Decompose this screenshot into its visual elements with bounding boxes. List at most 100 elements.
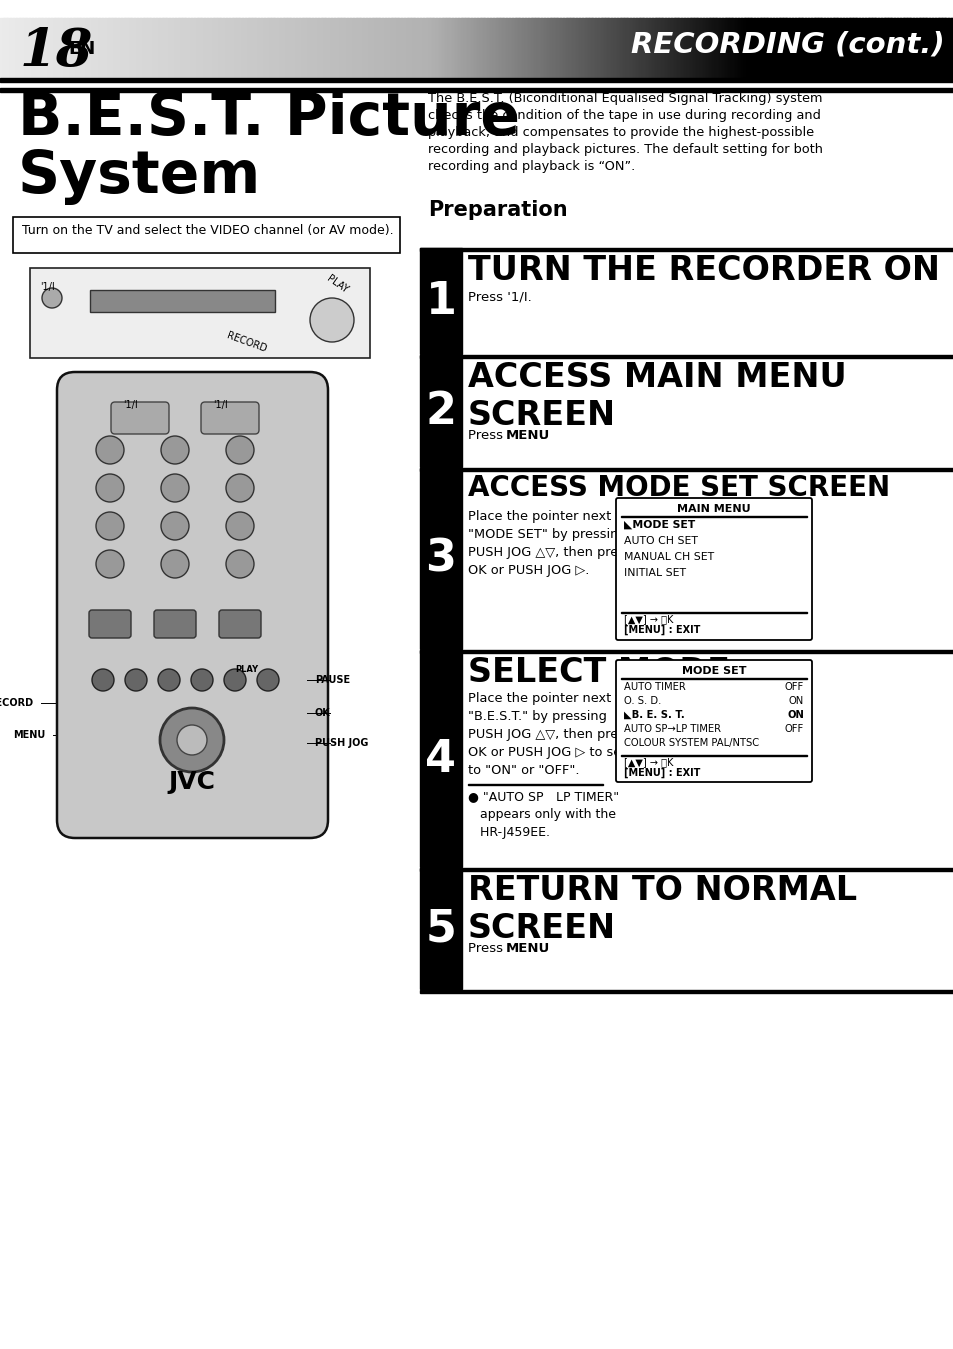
Text: ACCESS MAIN MENU
SCREEN: ACCESS MAIN MENU SCREEN [468,362,846,432]
Bar [226,18,231,78]
Bar [312,18,316,78]
Bar [498,18,503,78]
Bar [861,18,865,78]
Bar [426,18,431,78]
Bar [908,18,913,78]
Bar [51,18,55,78]
Bar [207,18,212,78]
Bar [419,355,461,467]
Bar [86,18,91,78]
Bar [188,18,193,78]
Bar [127,18,132,78]
Text: MODE SET: MODE SET [681,666,745,676]
Circle shape [191,669,213,691]
Bar [102,18,107,78]
Bar [438,18,443,78]
Bar [169,18,173,78]
Bar [381,18,386,78]
Bar [765,18,770,78]
Bar [451,18,456,78]
Bar [648,18,653,78]
Text: SELECT MODE: SELECT MODE [468,656,729,689]
Text: RECORD: RECORD [0,697,33,708]
Bar [924,18,929,78]
Bar [724,18,729,78]
Text: Press: Press [468,429,507,442]
Bar [718,18,722,78]
Bar [677,18,681,78]
Bar [655,18,659,78]
Bar [232,18,236,78]
Bar [683,18,688,78]
Bar [832,18,837,78]
Text: Place the pointer next to
"MODE SET" by pressing
PUSH JOG △▽, then press
OK or P: Place the pointer next to "MODE SET" by … [468,510,631,577]
Circle shape [226,436,253,464]
Circle shape [42,287,62,308]
Bar [197,18,202,78]
Text: EN: EN [68,40,95,58]
Bar [667,18,672,78]
Bar [515,18,519,78]
Text: PUSH JOG: PUSH JOG [314,738,368,747]
Bar [178,18,183,78]
Bar [248,18,253,78]
Circle shape [161,473,189,502]
Bar [931,18,936,78]
Bar [140,18,145,78]
Bar [779,18,783,78]
Bar [712,18,717,78]
Bar [150,18,154,78]
Bar [886,18,891,78]
Bar [584,18,589,78]
FancyBboxPatch shape [111,402,169,434]
Bar [531,18,536,78]
Bar [388,18,393,78]
Bar [305,18,310,78]
Text: JVC: JVC [169,770,215,795]
Bar [699,18,703,78]
Bar [324,18,329,78]
Text: .: . [539,942,543,955]
Bar [16,18,21,78]
Text: ● "AUTO SP LP TIMER"
   appears only with the
   HR-J459EE.: ● "AUTO SP LP TIMER" appears only with t… [468,791,618,839]
Bar [912,18,917,78]
Circle shape [96,513,124,540]
Bar [12,18,17,78]
Bar [369,18,374,78]
Bar [200,18,205,78]
Bar [26,18,30,78]
Bar [372,18,376,78]
Bar [41,18,46,78]
Circle shape [158,669,180,691]
Text: Press '1/I.: Press '1/I. [468,290,531,304]
Bar [245,18,250,78]
Text: RETURN TO NORMAL
SCREEN: RETURN TO NORMAL SCREEN [468,874,856,946]
Bar [108,18,112,78]
Bar [689,18,694,78]
FancyBboxPatch shape [616,498,811,639]
Bar [70,18,74,78]
Bar [117,18,122,78]
Bar [588,18,593,78]
Bar [721,18,726,78]
Bar [813,18,818,78]
Bar [664,18,669,78]
Bar [575,18,579,78]
Bar [607,18,612,78]
Bar [0,18,5,78]
Bar [331,18,335,78]
Bar [422,18,427,78]
Text: Preparation: Preparation [428,200,567,220]
Bar [191,18,195,78]
Bar [336,18,341,78]
Text: 2: 2 [425,390,456,433]
Bar [73,18,78,78]
Circle shape [226,473,253,502]
Bar [321,18,326,78]
Bar [48,18,52,78]
Bar [54,18,59,78]
Bar [636,18,640,78]
Bar [419,355,953,357]
Bar [845,18,850,78]
Bar [670,18,675,78]
